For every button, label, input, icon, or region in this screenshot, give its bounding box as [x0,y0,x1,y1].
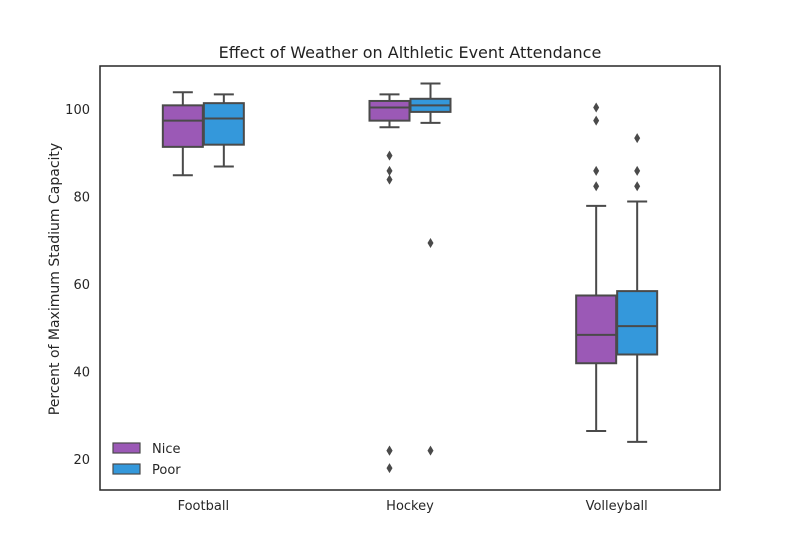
outlier-point [386,150,393,161]
y-tick-label: 20 [73,453,90,468]
box-nice-football [161,91,204,177]
legend: Nice Poor [112,442,181,478]
outlier-point [427,445,434,456]
x-tick-label: Football [178,499,229,514]
box-poor-hockey [409,82,452,456]
box-nice-hockey [368,93,411,474]
x-tick-label: Volleyball [586,499,648,514]
box-iqr [202,102,245,146]
outlier-point [593,102,600,113]
legend-label-poor: Poor [152,463,181,478]
legend-label-nice: Nice [152,442,180,457]
outlier-point [386,463,393,474]
outlier-point [634,165,641,176]
chart-title: Effect of Weather on Althletic Event Att… [219,43,602,62]
outlier-point [427,238,434,249]
y-axis-label: Percent of Maximum Stadium Capacity [47,143,63,415]
box-iqr [161,104,204,148]
outlier-point [634,133,641,144]
legend-swatch-poor [112,463,141,475]
outlier-point [593,115,600,126]
box-iqr [616,290,659,356]
box-nice-volleyball [575,102,618,432]
y-axis-ticks: 20 40 60 80 100 [65,103,90,468]
box-iqr [368,99,411,122]
outlier-point [593,181,600,192]
plot-frame [99,65,721,491]
x-tick-label: Hockey [386,499,434,514]
outlier-point [634,181,641,192]
y-tick-label: 100 [65,103,90,118]
outlier-point [386,445,393,456]
box-poor-volleyball [616,133,659,443]
plot-area [161,82,659,474]
x-axis-ticks: Football Hockey Volleyball [178,499,648,514]
y-tick-label: 80 [73,191,90,206]
box-iqr [575,294,618,365]
y-tick-label: 60 [73,278,90,293]
legend-swatch-nice [112,442,141,454]
outlier-point [593,165,600,176]
outlier-point [386,165,393,176]
outlier-point [386,174,393,185]
y-tick-label: 40 [73,365,90,380]
box-poor-football [202,93,245,168]
